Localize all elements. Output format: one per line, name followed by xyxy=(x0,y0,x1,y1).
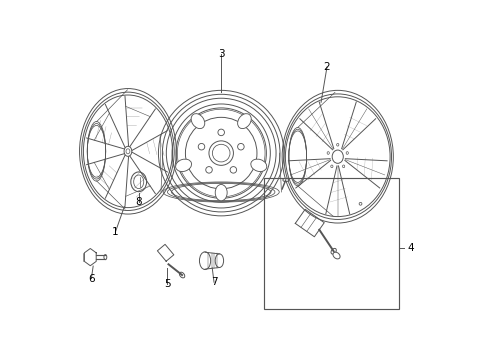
Circle shape xyxy=(230,167,236,173)
Ellipse shape xyxy=(175,159,191,171)
Ellipse shape xyxy=(250,159,266,171)
Ellipse shape xyxy=(330,165,332,168)
Ellipse shape xyxy=(330,248,336,254)
Ellipse shape xyxy=(326,152,328,154)
Text: 7: 7 xyxy=(210,277,217,287)
Ellipse shape xyxy=(215,184,227,201)
Ellipse shape xyxy=(346,152,347,154)
Ellipse shape xyxy=(237,114,251,129)
Circle shape xyxy=(205,167,212,173)
Text: 6: 6 xyxy=(88,274,95,284)
Ellipse shape xyxy=(282,179,288,181)
Text: 5: 5 xyxy=(164,279,170,289)
Circle shape xyxy=(358,202,361,205)
Circle shape xyxy=(218,129,224,136)
Ellipse shape xyxy=(191,114,204,129)
Ellipse shape xyxy=(104,255,106,260)
Ellipse shape xyxy=(179,272,184,278)
Text: 3: 3 xyxy=(218,49,224,59)
Circle shape xyxy=(237,143,244,150)
Circle shape xyxy=(198,143,204,150)
Ellipse shape xyxy=(332,252,339,259)
Text: 2: 2 xyxy=(323,62,329,72)
Text: 8: 8 xyxy=(135,197,142,207)
Ellipse shape xyxy=(336,143,338,146)
Text: 1: 1 xyxy=(112,227,119,237)
Ellipse shape xyxy=(215,254,223,267)
Bar xyxy=(264,178,398,309)
Ellipse shape xyxy=(131,172,146,192)
Ellipse shape xyxy=(199,252,210,270)
Ellipse shape xyxy=(342,165,344,168)
Text: 4: 4 xyxy=(407,243,413,253)
